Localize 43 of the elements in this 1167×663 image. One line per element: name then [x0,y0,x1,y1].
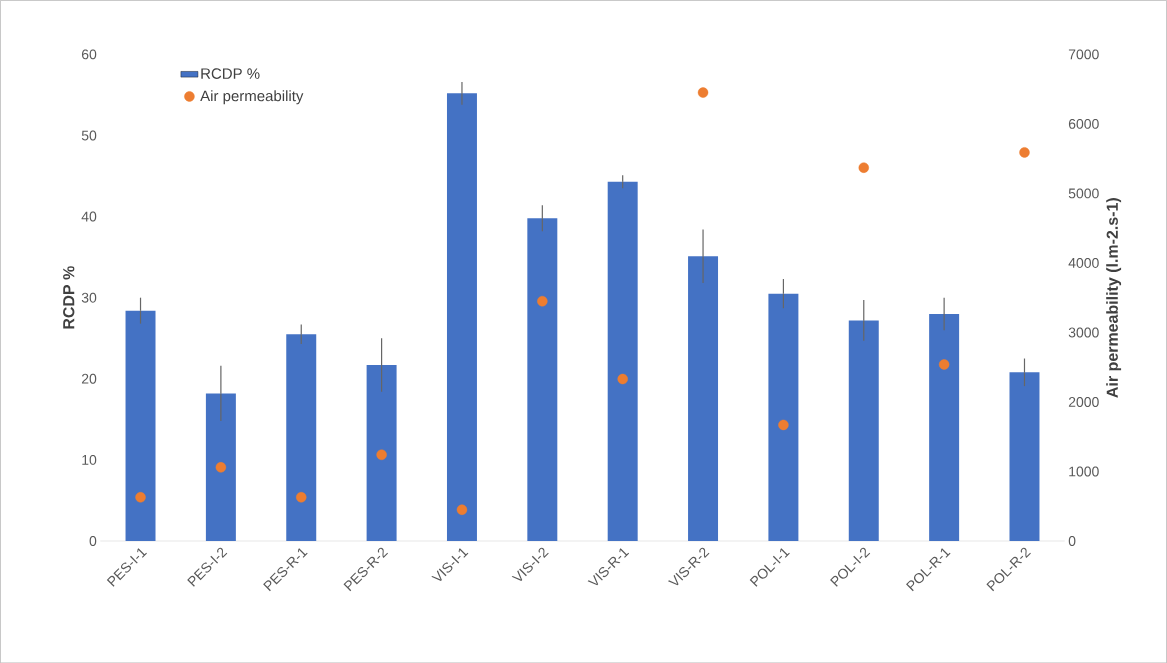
point [456,504,468,515]
point [778,419,789,430]
y-tick-label: 30 [81,292,97,303]
bar [446,93,477,541]
bar [607,181,638,541]
bar [848,320,879,541]
bar [1009,372,1040,541]
point [135,491,146,503]
legend-label: RCDP % [201,68,260,79]
y-tick-label: 20 [81,373,97,384]
y-tick-label: 0 [89,535,97,546]
y2-tick-label: 7000 [1068,49,1099,60]
bar [205,393,236,541]
point [215,461,227,473]
y-tick-label: 60 [81,49,97,60]
bar [286,334,317,541]
bar [527,218,558,541]
y2-tick-label: 1000 [1069,466,1099,477]
point [617,373,628,385]
y2-tick-label: 2000 [1068,396,1099,407]
bar [929,313,960,541]
point [1019,147,1030,158]
y2-axis-title: Air permeability (l.m-2.s-1) [1106,197,1122,398]
y2-tick-label: 4000 [1068,257,1099,268]
y-tick-label: 40 [81,211,97,222]
point [938,359,950,370]
point [296,491,307,503]
y-tick-label: 10 [82,454,97,465]
bar [768,293,799,541]
y2-tick-label: 3000 [1068,327,1099,338]
point [697,87,709,98]
y2-tick-label: 5000 [1068,188,1099,199]
bar [688,256,719,541]
bar [366,364,397,541]
y-tick-label: 50 [81,130,97,141]
point [537,295,548,307]
y2-tick-label: 0 [1068,535,1076,546]
bar [125,310,156,541]
point [376,449,387,460]
y-axis-title: RCDP % [63,266,75,329]
point [858,162,869,173]
y2-tick-label: 6000 [1068,118,1099,129]
legend-label: Air permeability [200,90,304,105]
